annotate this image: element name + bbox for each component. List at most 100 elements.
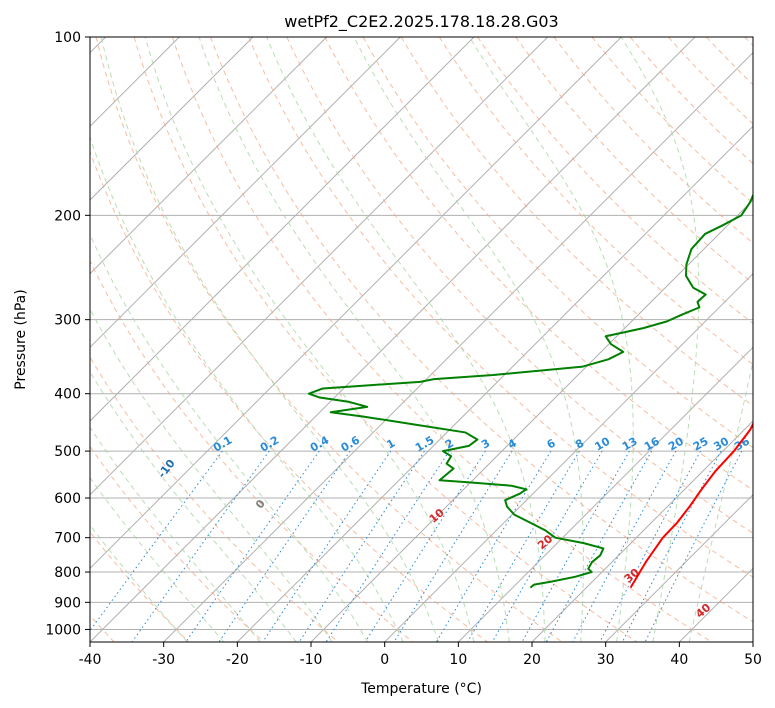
dry-adiabat-line xyxy=(171,37,712,642)
dry-adiabat-line xyxy=(706,37,753,86)
moist-adiabat-line xyxy=(688,358,753,642)
mixing-ratio-line xyxy=(467,450,580,642)
x-tick-label: 30 xyxy=(597,652,615,668)
mixing-ratio-label: 6 xyxy=(545,436,558,451)
dry-adiabats xyxy=(90,37,753,642)
isotherm-line xyxy=(163,51,753,642)
dry-adiabat-line xyxy=(133,37,638,642)
dry-adiabat-line xyxy=(400,37,753,407)
x-axis-ticks: -40 -30 -20 -10 0 10 20 30 40 50 xyxy=(79,642,762,668)
dry-adiabat-line xyxy=(744,37,753,47)
dry-adiabat-line xyxy=(324,37,753,491)
chart-title: wetPf2_C2E2.2025.178.18.28.G03 xyxy=(284,12,558,32)
dry-adiabat-line xyxy=(668,37,753,125)
isobar-grid xyxy=(90,37,753,630)
x-tick-label: 10 xyxy=(449,652,467,668)
dry-adiabat-label: -30 xyxy=(0,373,5,397)
dry-adiabat-line xyxy=(591,37,753,204)
mixing-ratio-line xyxy=(599,450,701,642)
mixing-ratio-line xyxy=(298,450,425,642)
dry-adiabat-line xyxy=(477,37,753,325)
y-tick-label: 600 xyxy=(54,491,81,507)
moist-adiabat-line xyxy=(100,37,439,642)
x-tick-label: -40 xyxy=(79,652,102,668)
isotherm-grid xyxy=(90,37,753,642)
isotherm-line xyxy=(310,199,753,642)
isotherm-line xyxy=(384,272,753,642)
isotherm-line xyxy=(678,567,753,642)
dry-adiabat-line xyxy=(90,445,264,642)
x-tick-label: 40 xyxy=(670,652,688,668)
dry-adiabat-line xyxy=(362,37,753,449)
mixing-ratio-line xyxy=(262,450,392,642)
moist-adiabat-line xyxy=(620,37,700,642)
mixing-ratio-label: 4 xyxy=(506,436,519,451)
x-tick-label: 0 xyxy=(380,652,389,668)
moist-adiabat-line xyxy=(90,308,333,642)
moist-adiabat-line xyxy=(90,135,404,642)
dry-adiabat-line xyxy=(95,37,563,642)
isotherm-line xyxy=(90,37,549,496)
mixing-ratio-line xyxy=(545,450,653,642)
y-tick-label: 300 xyxy=(54,313,81,329)
isotherm-line xyxy=(236,125,753,642)
dry-adiabat-line xyxy=(553,37,753,244)
dry-adiabat-line xyxy=(515,37,753,284)
moist-adiabats xyxy=(90,37,753,642)
x-tick-label: -20 xyxy=(226,652,249,668)
x-tick-label: -30 xyxy=(152,652,175,668)
mixing-ratio-lines xyxy=(90,450,743,642)
y-tick-label: 800 xyxy=(54,565,81,581)
y-axis-ticks: 100 200 300 400 500 600 700 800 900 1000 xyxy=(45,30,90,638)
dry-adiabat-line xyxy=(248,37,753,578)
isotherm-line xyxy=(457,346,753,642)
dry-adiabat-line xyxy=(90,259,414,642)
mixing-ratio-label: 1 xyxy=(384,437,397,452)
plot-frame xyxy=(89,36,754,643)
dry-adiabat-line xyxy=(90,150,488,642)
dry-adiabat-line xyxy=(90,356,339,642)
isotherm-line xyxy=(605,493,753,642)
isotherm-line xyxy=(531,420,753,642)
mixing-ratio-label: 3 xyxy=(479,437,492,452)
moist-adiabat-label: 40 xyxy=(693,601,713,621)
y-tick-label: 1000 xyxy=(45,622,81,638)
moist-adiabat-line xyxy=(90,476,225,642)
isotherm-line xyxy=(90,37,254,201)
moist-adiabat-line xyxy=(266,37,546,642)
temperature-profile-line xyxy=(629,421,753,589)
x-tick-label: 50 xyxy=(744,652,762,668)
mixing-ratio-line xyxy=(90,450,223,632)
isotherm-line xyxy=(752,641,753,642)
mixing-ratio-line xyxy=(521,450,630,642)
moist-adiabat-line xyxy=(90,233,369,642)
x-axis-label: Temperature (°C) xyxy=(360,681,482,697)
mixing-ratio-line xyxy=(621,450,722,642)
x-tick-label: 20 xyxy=(523,652,541,668)
y-tick-label: 100 xyxy=(54,30,81,46)
plot-area: 0.10.20.40.611.52346810131620253036-100-… xyxy=(0,37,753,642)
mixing-ratio-line xyxy=(325,450,450,642)
mixing-ratio-line xyxy=(364,450,486,642)
x-tick-label: -10 xyxy=(300,652,323,668)
isotherm-line xyxy=(90,37,328,275)
mixing-ratio-line xyxy=(435,450,552,642)
isotherm-line xyxy=(90,37,696,642)
mixing-ratio-line xyxy=(491,450,603,642)
y-axis-label: Pressure (hPa) xyxy=(13,289,29,389)
mixing-ratio-line xyxy=(218,450,351,642)
y-tick-label: 400 xyxy=(54,387,81,403)
isotherm-line xyxy=(90,37,622,570)
dry-adiabat-line xyxy=(210,37,753,623)
isotherm-line xyxy=(90,37,401,349)
moist-adiabat-line xyxy=(90,426,261,642)
isotherm-line xyxy=(90,37,475,422)
moist-adiabat-line xyxy=(90,524,188,642)
sounding-profiles xyxy=(307,193,753,589)
y-tick-label: 900 xyxy=(54,595,81,611)
y-tick-label: 500 xyxy=(54,444,81,460)
y-tick-label: 200 xyxy=(54,208,81,224)
dewpoint-profile-line xyxy=(307,193,753,589)
mixing-ratio-line xyxy=(644,450,743,642)
